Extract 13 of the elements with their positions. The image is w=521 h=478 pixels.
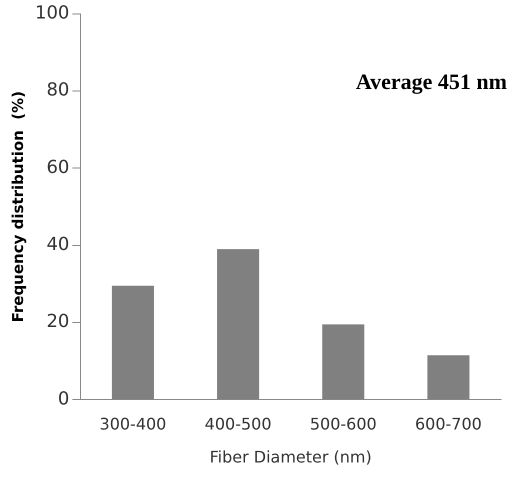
y-tick-label: 60 — [46, 156, 70, 178]
x-tick-label: 300-400 — [100, 414, 166, 434]
x-tick-label: 500-600 — [310, 414, 377, 434]
annotation: Average 451 nm — [356, 68, 507, 94]
x-tick-label: 400-500 — [204, 414, 272, 434]
y-axis-title: Frequency distribution (%) — [8, 90, 27, 322]
y-tick-label: 20 — [46, 311, 70, 332]
y-tick-label: 40 — [46, 234, 70, 255]
x-axis-title: Fiber Diameter (nm) — [210, 448, 372, 467]
x-tick-label: 600-700 — [414, 414, 482, 434]
y-tick-label: 80 — [46, 80, 70, 101]
y-tick-label: 0 — [58, 388, 70, 410]
y-tick-label: 100 — [34, 2, 70, 24]
